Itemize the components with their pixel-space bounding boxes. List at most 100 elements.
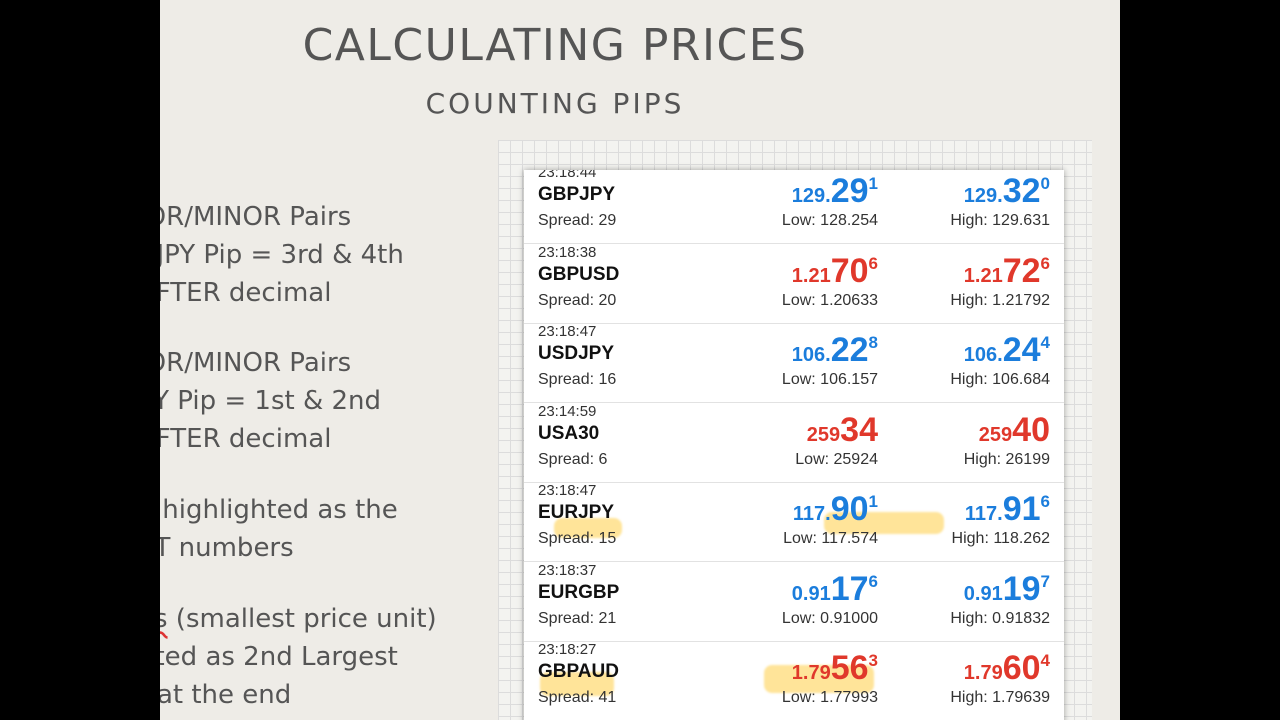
quote-time: 23:18:47 — [538, 482, 597, 499]
quote-row[interactable]: 23:18:38 GBPUSD Spread: 20 1.21706 1.21726 Lo… — [524, 244, 1064, 324]
ask-price-fraction: 7 — [1040, 571, 1050, 591]
ask-price: 1.21726 — [964, 252, 1050, 291]
ask-price-prefix: 129. — [963, 185, 1003, 207]
quote-high: High: 129.631 — [950, 212, 1050, 229]
bid-price: 1.21706 — [792, 252, 878, 291]
quote-high: High: 26199 — [963, 450, 1050, 468]
quote-row[interactable]: 23:18:37 EURGBP Spread: 21 0.91176 0.91197 Lo… — [524, 562, 1064, 642]
ask-price-prefix: 1.21 — [963, 264, 1003, 287]
quote-time: 23:18:37 — [538, 561, 597, 579]
quote-low: Low: 106.157 — [781, 371, 878, 388]
bid-price-pips: 70 — [830, 251, 869, 290]
ask-price-pips: 60 — [1002, 649, 1041, 687]
quote-high: High: 0.91832 — [950, 609, 1050, 627]
bid-price-pips: 90 — [830, 490, 869, 528]
ask-price: 129.320 — [964, 172, 1050, 211]
quote-spread: Spread: 6 — [538, 450, 608, 468]
quote-symbol: EURJPY — [538, 502, 615, 523]
bid-price: 25934 — [807, 411, 878, 450]
ask-price-pips: 40 — [1012, 410, 1050, 449]
quote-low: Low: 117.574 — [783, 530, 878, 547]
bid-price-fraction: 6 — [868, 253, 878, 273]
bid-price-fraction: 3 — [868, 651, 878, 670]
bullet-line: JOR/MINOR Pairs — [160, 348, 352, 378]
quote-symbol: GBPJPY — [538, 184, 616, 205]
bid-price-fraction: 8 — [868, 333, 878, 352]
bid-price: 1.79563 — [792, 649, 878, 688]
bid-price-prefix: 129. — [791, 185, 831, 207]
bid-price-prefix: 117. — [792, 503, 831, 525]
quote-spread: Spread: 16 — [538, 371, 617, 388]
quote-time: 23:18:38 — [538, 243, 597, 261]
slide-subtitle: COUNTING PIPS — [425, 87, 685, 120]
bid-price-pips: 17 — [830, 569, 869, 608]
bid-price-prefix: 259 — [806, 423, 841, 446]
bid-price: 129.291 — [792, 172, 878, 211]
bid-price-prefix: 1.79 — [791, 662, 831, 684]
ask-price-pips: 91 — [1002, 490, 1041, 528]
ask-price-pips: 19 — [1002, 569, 1041, 608]
quote-symbol: USDJPY — [538, 343, 615, 364]
bullet-line: AFTER decimal — [160, 278, 332, 308]
ask-price-prefix: 117. — [964, 503, 1003, 525]
ask-price-pips: 24 — [1002, 331, 1041, 369]
quote-spread: Spread: 41 — [538, 689, 617, 706]
quote-time: 23:14:59 — [538, 402, 597, 420]
ask-price-fraction: 0 — [1040, 174, 1050, 193]
quote-high: High: 106.684 — [950, 371, 1050, 388]
quote-row[interactable]: 23:18:47 USDJPY Spread: 16 106.228 106.244 Lo… — [524, 323, 1064, 403]
bid-price-pips: 34 — [840, 410, 878, 449]
bid-price-pips: 29 — [830, 172, 869, 210]
ask-price-fraction: 6 — [1040, 492, 1050, 511]
ask-price-prefix: 1.79 — [963, 662, 1003, 684]
bullet-line: r at the end — [160, 680, 292, 710]
bid-price-fraction: 1 — [868, 492, 878, 511]
quote-time: 23:18:44 — [538, 170, 597, 181]
ask-price: 0.91197 — [964, 570, 1050, 609]
quote-spread: Spread: 21 — [538, 609, 617, 627]
ask-price: 117.916 — [965, 490, 1050, 529]
bid-price-prefix: 1.21 — [791, 264, 831, 287]
bid-price-pips: 22 — [830, 331, 869, 369]
bid-price-prefix: 106. — [791, 344, 831, 366]
bid-price-pips: 56 — [830, 649, 869, 687]
quote-high: High: 118.262 — [951, 530, 1050, 547]
ask-price: 1.79604 — [964, 649, 1050, 688]
quote-low: Low: 0.91000 — [781, 609, 878, 627]
quote-row[interactable]: 23:18:27 GBPAUD Spread: 41 1.79563 1.79604 Lo… — [524, 641, 1064, 720]
quote-high: High: 1.79639 — [950, 689, 1050, 706]
ask-price-pips: 32 — [1002, 172, 1041, 210]
bid-price-prefix: 0.91 — [791, 582, 831, 605]
ask-price-pips: 72 — [1002, 251, 1041, 290]
bullet-line: JOR/MINOR Pairs — [160, 202, 352, 232]
ask-price-fraction: 4 — [1040, 333, 1050, 352]
quote-time: 23:18:47 — [538, 323, 597, 340]
bid-price-fraction: 6 — [868, 571, 878, 591]
ask-price-prefix: 259 — [978, 423, 1013, 446]
bid-price: 106.228 — [792, 331, 878, 370]
quote-symbol: GBPAUD — [538, 661, 619, 682]
misspelled-word: es — [160, 604, 168, 634]
quote-row[interactable]: 23:14:59 USA30 Spread: 6 25934 25940 Low: 259… — [524, 403, 1064, 483]
bullet-line: nted as 2nd Largest — [160, 642, 398, 672]
quote-symbol: EURGBP — [538, 581, 620, 603]
quote-row[interactable]: 23:18:44 GBPJPY Spread: 29 129.291 129.320 Lo… — [524, 170, 1064, 244]
ask-price-fraction: 6 — [1040, 253, 1050, 273]
highlighter-mark — [540, 672, 614, 696]
quote-high: High: 1.21792 — [950, 291, 1050, 309]
bullet-line-rest: (smallest price unit) — [167, 604, 437, 634]
ask-price: 106.244 — [964, 331, 1050, 370]
bullet-line: PY Pip = 1st & 2nd — [160, 386, 382, 416]
quote-symbol: USA30 — [538, 422, 600, 444]
quote-symbol: GBPUSD — [538, 263, 620, 285]
quote-spread: Spread: 20 — [538, 291, 617, 309]
presentation-slide: CALCULATING PRICES COUNTING PIPS JOR/MIN… — [160, 0, 1120, 720]
quote-time: 23:18:27 — [538, 641, 597, 658]
bullet-line: e highlighted as the — [160, 495, 398, 525]
quote-spread: Spread: 15 — [538, 530, 617, 547]
highlighter-mark — [824, 512, 944, 534]
slide-title: CALCULATING PRICES — [302, 20, 808, 71]
quote-row[interactable]: 23:18:47 EURJPY Spread: 15 117.901 117.916 Lo… — [524, 482, 1064, 562]
highlighter-mark — [764, 665, 874, 693]
bullet-line: AFTER decimal — [160, 424, 332, 454]
